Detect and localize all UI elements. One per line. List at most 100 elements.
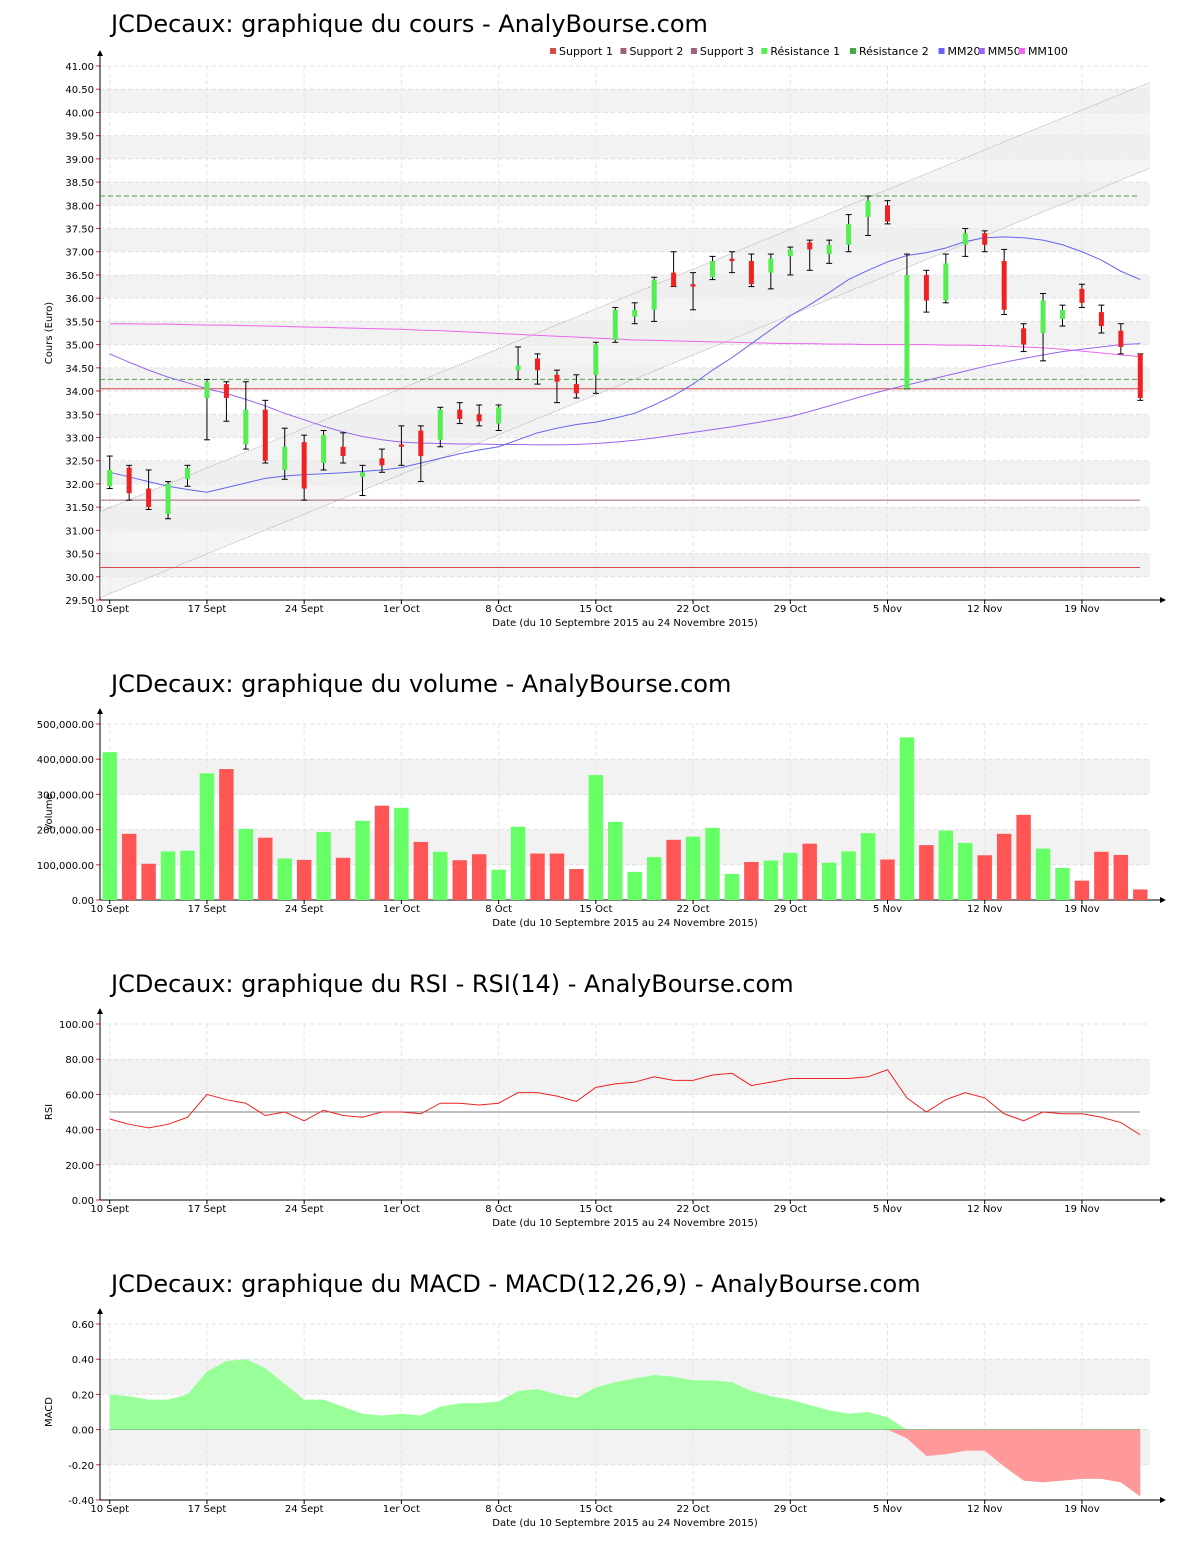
y-tick-label: 0.00 [72, 1426, 94, 1437]
y-tick-label: 31.00 [65, 526, 94, 537]
y-tick-label: 38.00 [65, 201, 94, 212]
mm100-line [109, 323, 1141, 358]
legend-swatch [620, 48, 627, 54]
x-tick-label: 15 Oct [579, 904, 612, 915]
volume-bar [880, 859, 895, 900]
x-tick-label: 1er Oct [383, 1204, 420, 1215]
volume-bar [530, 853, 545, 900]
x-tick-label: 24 Sept [285, 1504, 324, 1515]
volume-bar [996, 833, 1012, 900]
volume-bar [802, 843, 817, 900]
candle-body [787, 249, 793, 257]
x-tick-label: 24 Sept [285, 1204, 324, 1215]
legend-swatch [849, 48, 856, 54]
candle-body [379, 458, 385, 466]
y-axis-arrow [97, 50, 103, 56]
volume-bar [510, 826, 526, 900]
candle-body [923, 274, 929, 301]
x-axis-arrow [1160, 1497, 1166, 1503]
y-tick-label: 36.00 [65, 294, 94, 305]
candle-body [1060, 309, 1065, 320]
x-tick-label: 8 Oct [485, 904, 512, 915]
legend-label: Support 1 [559, 45, 613, 58]
volume-bar [744, 861, 759, 900]
candle-body [865, 200, 871, 217]
volume-bar [783, 852, 798, 900]
volume-bar [160, 851, 176, 900]
legend-label: Résistance 2 [859, 45, 929, 58]
y-tick-label: 37.50 [65, 225, 94, 236]
candle-body [826, 244, 832, 255]
x-tick-label: 19 Nov [1064, 904, 1100, 915]
x-tick-label: 1er Oct [383, 904, 420, 915]
x-tick-label: 12 Nov [967, 604, 1003, 615]
candle-body [360, 472, 365, 477]
x-tick-label: 29 Oct [774, 1504, 807, 1515]
volume-bar [141, 863, 156, 900]
candle-body [437, 409, 443, 440]
candle-body [204, 381, 210, 399]
candle-body [496, 407, 502, 424]
volume-bar [335, 857, 351, 900]
volume-bar [841, 851, 856, 900]
volume-bar [549, 853, 565, 900]
y-tick-label: 35.00 [65, 341, 94, 352]
x-tick-label: 12 Nov [967, 1504, 1003, 1515]
x-tick-label: 1er Oct [383, 604, 420, 615]
y-tick-label: 39.50 [65, 132, 94, 143]
candle-body [729, 258, 735, 262]
volume-bar [355, 820, 370, 900]
y-tick-label: 500,000.00 [37, 720, 94, 731]
candle-body [807, 242, 813, 250]
y-tick-label: 33.00 [65, 433, 94, 444]
x-tick-label: 12 Nov [967, 904, 1003, 915]
candle-body [398, 444, 404, 447]
volume-bar [121, 833, 137, 900]
rsi-line [109, 1069, 1141, 1136]
y-axis-title: Volume [44, 793, 55, 830]
y-tick-label: 31.50 [65, 503, 94, 514]
x-axis-title: Date (du 10 Septembre 2015 au 24 Novembr… [492, 918, 758, 929]
y-axis-title: MACD [44, 1397, 55, 1427]
x-tick-label: 5 Nov [873, 604, 902, 615]
x-axis-arrow [1160, 597, 1166, 603]
volume-chart-title: JCDecaux: graphique du volume - AnalyBou… [111, 670, 732, 698]
legend-swatch [978, 48, 985, 54]
mm20-line [109, 236, 1141, 493]
grid-band [100, 553, 1150, 577]
x-tick-label: 12 Nov [967, 1204, 1003, 1215]
y-tick-label: 30.50 [65, 550, 94, 561]
x-tick-label: 17 Sept [188, 604, 227, 615]
x-tick-label: 8 Oct [485, 1504, 512, 1515]
volume-bar [277, 858, 292, 900]
volume-bar [238, 828, 254, 900]
volume-bar [821, 862, 837, 900]
candle-body [1098, 312, 1104, 327]
grid-band [100, 274, 1150, 299]
x-tick-label: 10 Sept [90, 604, 129, 615]
candle-body [321, 435, 327, 464]
price-chart: 29.50 30.00 30.50 31.00 31.50 32.00 32.50 33.00… [44, 45, 1166, 629]
volume-bar [608, 821, 623, 900]
x-tick-label: 19 Nov [1064, 1204, 1100, 1215]
candle-body [107, 469, 113, 487]
legend-label: Support 3 [700, 45, 754, 58]
candle-body [612, 309, 618, 340]
x-axis-title: Date (du 10 Septembre 2015 au 24 Novembr… [492, 1518, 758, 1529]
x-tick-label: 22 Oct [676, 1504, 709, 1515]
candle-body [748, 261, 754, 285]
candle-body [982, 233, 988, 245]
y-tick-label: 0.60 [72, 1320, 94, 1331]
candle-body [185, 467, 190, 480]
y-tick-label: 100,000.00 [37, 861, 94, 872]
x-tick-label: 22 Oct [676, 1204, 709, 1215]
y-tick-label: 34.50 [65, 364, 94, 375]
legend-swatch [690, 48, 697, 54]
volume-bar [102, 752, 117, 900]
x-tick-label: 8 Oct [485, 1204, 512, 1215]
y-tick-label: 29.50 [65, 596, 94, 607]
volume-bar [919, 845, 934, 900]
y-tick-label: 40.00 [65, 108, 94, 119]
x-tick-label: 29 Oct [774, 1204, 807, 1215]
volume-bar [1016, 814, 1031, 900]
